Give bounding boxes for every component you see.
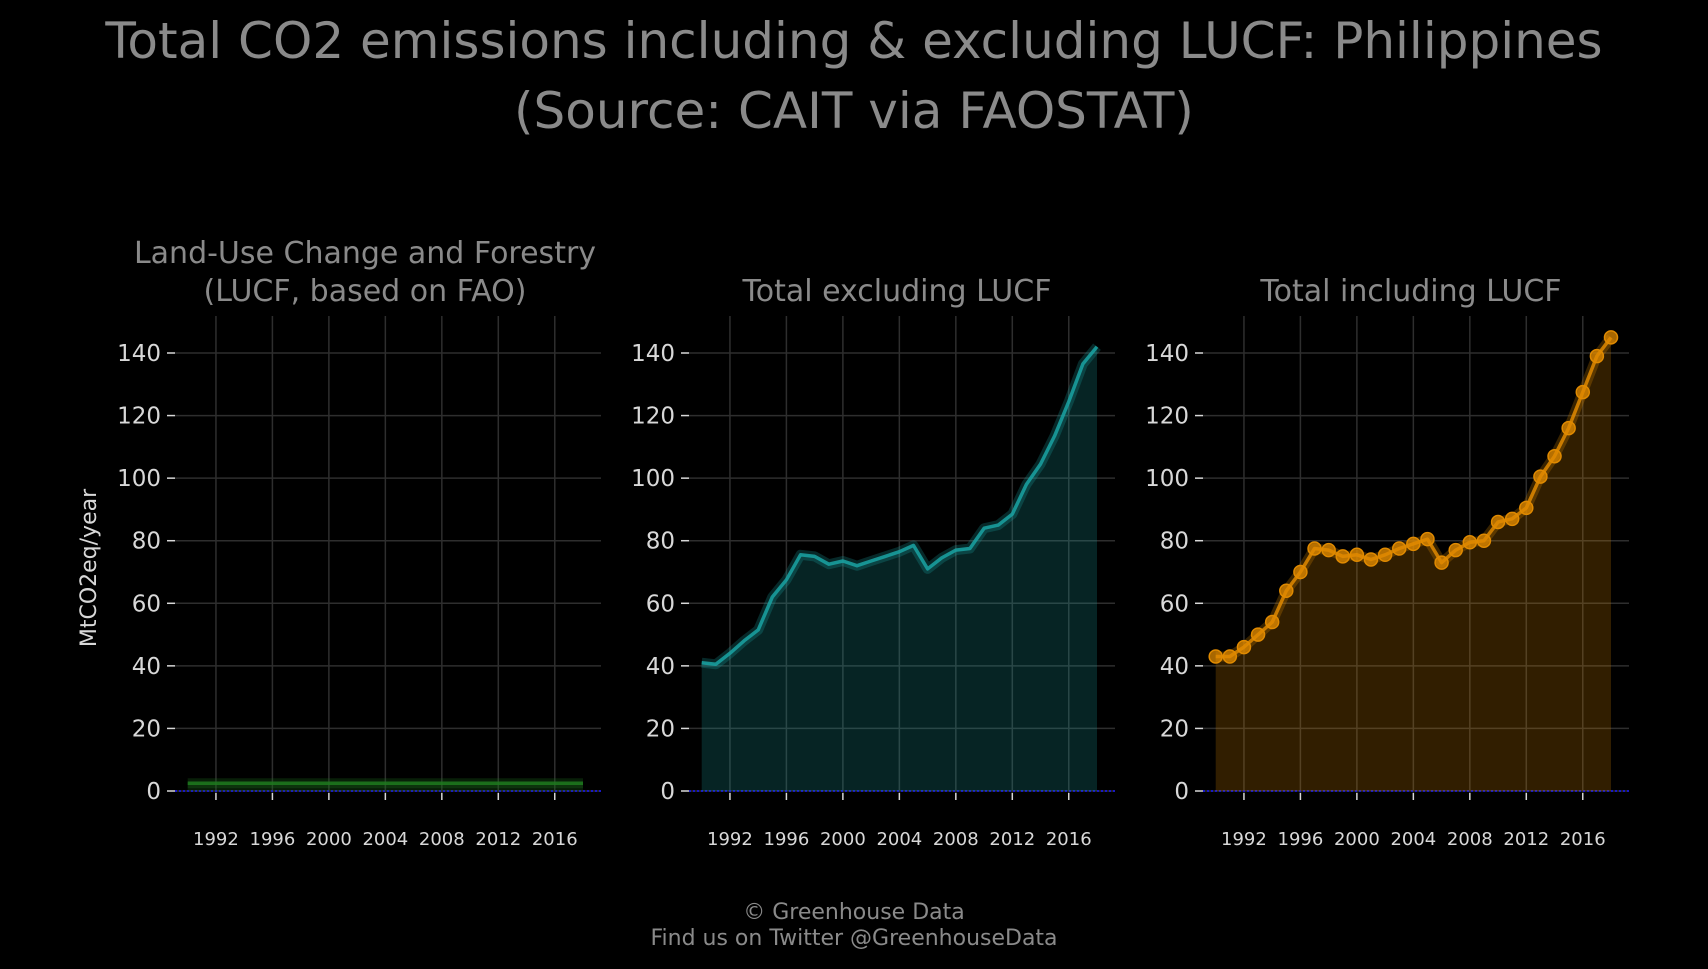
data-point [1307,541,1322,556]
data-point [1293,564,1308,580]
y-tick-label: 80 [132,529,161,555]
y-tick-label: 80 [646,529,675,555]
x-tick-label: 2012 [475,829,521,850]
data-point [1575,384,1591,400]
x-tick-label: 1996 [250,829,296,850]
y-tick-label: 20 [132,716,161,742]
footer-twitter: Find us on Twitter @GreenhouseData [650,926,1058,951]
x-tick-label: 2000 [820,829,866,850]
data-point [1504,511,1520,527]
x-tick-label: 2008 [933,829,979,850]
y-tick-label: 80 [1160,529,1189,555]
data-point [1448,542,1463,558]
series-line [701,345,1099,667]
data-point [1321,542,1336,558]
y-axis-label: MtCO2eq/year [77,488,102,647]
data-point [1547,448,1562,464]
y-tick-label: 20 [646,716,675,742]
chart-title-line1: Total CO2 emissions including & excludin… [105,12,1603,70]
data-point [1335,549,1351,564]
data-point [1434,555,1449,570]
x-tick-label: 1996 [764,829,810,850]
data-point [1236,639,1252,655]
x-tick-label: 2004 [362,829,408,850]
x-tick-label: 1996 [1278,829,1324,850]
data-point [1533,469,1548,484]
data-point [1406,536,1421,552]
footer: © Greenhouse Data Find us on Twitter @Gr… [0,900,1708,952]
data-point [1208,649,1223,664]
panel-title: Land-Use Change and Forestry [134,236,596,271]
y-tick-label: 100 [631,466,675,492]
chart-title-line2: (Source: CAIT via FAOSTAT) [514,82,1194,140]
y-tick-label: 140 [117,341,161,367]
data-point [1349,547,1365,563]
data-point [1519,500,1534,516]
y-tick-label: 40 [646,654,675,680]
data-point [1589,348,1605,364]
y-tick-label: 140 [1145,341,1189,367]
x-tick-label: 2016 [1046,829,1092,850]
panel-2: 0 20 40 60 80 100 120 140 1992 1996 2000 2004 2008 20… [631,274,1115,850]
data-point [1363,552,1379,567]
y-tick-label: 60 [132,591,161,617]
data-point [1476,533,1492,548]
data-point [1264,614,1280,630]
x-tick-label: 2000 [1334,829,1380,850]
y-tick-label: 120 [1145,404,1189,430]
y-tick-label: 40 [1160,654,1189,680]
data-point [1420,531,1435,547]
footer-copyright: © Greenhouse Data [743,900,965,925]
y-tick-label: 20 [1160,716,1189,742]
x-tick-label: 2000 [306,829,352,850]
data-point [1603,330,1619,345]
y-tick-label: 120 [117,404,161,430]
series-area [187,783,583,791]
data-point [1377,547,1393,563]
y-tick-label: 0 [1174,779,1189,805]
data-point [1279,583,1294,599]
x-tick-label: 1992 [193,829,239,850]
y-tick-label: 60 [1160,591,1189,617]
x-tick-label: 2016 [1560,829,1606,850]
data-point [1222,649,1238,664]
panel-1: 0 20 40 60 80 100 120 140 1992 1996 2000 2004 2008 20… [77,236,601,850]
series-area [701,346,1097,791]
panel-title: Total excluding LUCF [742,274,1052,309]
panel-title: (LUCF, based on FAO) [204,274,527,309]
x-tick-label: 1992 [1221,829,1267,850]
x-tick-label: 2016 [532,829,578,850]
data-point [1462,535,1478,550]
x-tick-label: 1992 [707,829,753,850]
y-tick-label: 60 [646,591,675,617]
x-tick-label: 2004 [876,829,922,850]
panel-title: Total including LUCF [1259,274,1561,309]
data-point [1561,420,1576,436]
y-tick-label: 0 [660,779,675,805]
x-tick-label: 2012 [1503,829,1549,850]
data-point [1490,514,1506,530]
series-area [1215,337,1611,791]
y-tick-label: 40 [132,654,161,680]
y-tick-label: 100 [117,466,161,492]
x-tick-label: 2008 [1447,829,1493,850]
data-point [1250,627,1266,642]
x-tick-label: 2012 [989,829,1035,850]
y-tick-label: 140 [631,341,675,367]
x-tick-label: 2008 [419,829,465,850]
y-tick-label: 0 [146,779,161,805]
data-point [1391,541,1407,556]
y-tick-label: 100 [1145,466,1189,492]
panel-3: 0 20 40 60 80 100 120 140 1992 1996 2000 2004 2008 20… [1145,274,1629,850]
x-tick-label: 2004 [1390,829,1436,850]
y-tick-label: 120 [631,404,675,430]
chart-title: Total CO2 emissions including & excludin… [0,6,1708,146]
